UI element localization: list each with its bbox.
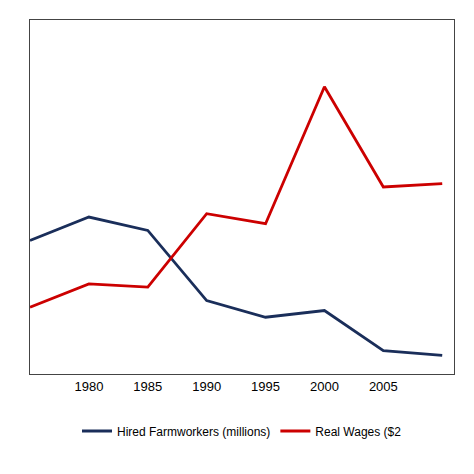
svg-text:Real Wages ($2: Real Wages ($2 — [315, 425, 401, 439]
svg-text:2000: 2000 — [310, 379, 339, 394]
svg-text:1990: 1990 — [192, 379, 221, 394]
svg-text:1980: 1980 — [74, 379, 103, 394]
svg-text:Hired Farmworkers (millions): Hired Farmworkers (millions) — [117, 425, 270, 439]
svg-text:1995: 1995 — [251, 379, 280, 394]
svg-text:1985: 1985 — [133, 379, 162, 394]
svg-text:2005: 2005 — [369, 379, 398, 394]
